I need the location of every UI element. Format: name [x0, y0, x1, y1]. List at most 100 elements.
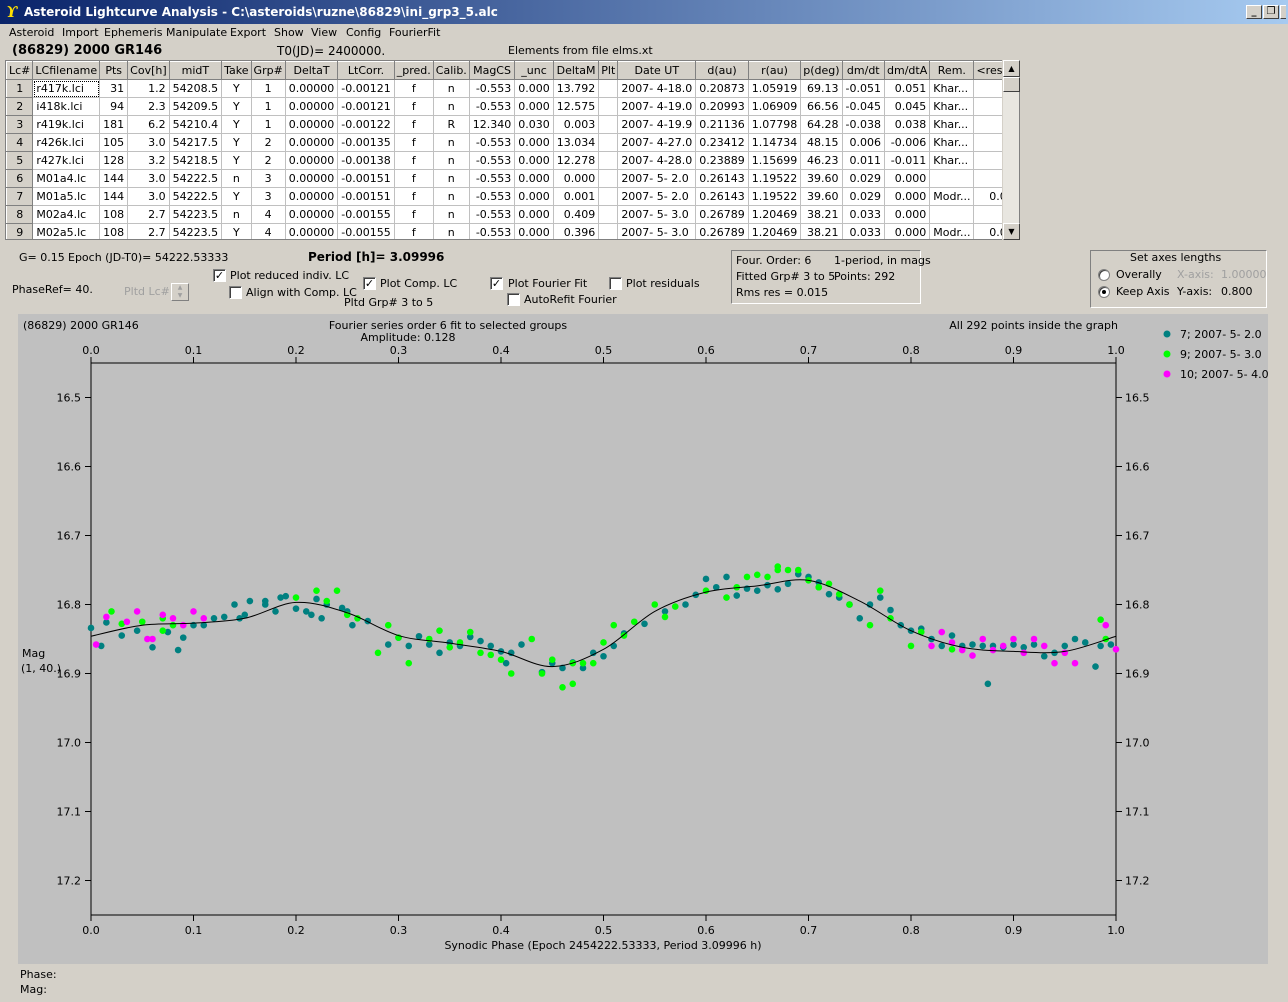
table-cell[interactable]: f [394, 169, 434, 188]
table-cell[interactable]: 46.23 [800, 151, 843, 170]
table-cell[interactable] [598, 133, 619, 152]
table-cell[interactable]: r417k.lci [32, 79, 101, 98]
table-cell[interactable]: 0.00000 [285, 97, 339, 116]
table-cell[interactable]: 94 [99, 97, 129, 116]
table-cell[interactable]: f [394, 79, 434, 98]
scroll-up-button[interactable]: ▲ [1003, 60, 1020, 77]
column-header[interactable]: LtCorr. [337, 61, 395, 80]
table-cell[interactable]: 0.00000 [285, 151, 339, 170]
column-header[interactable]: LCfilename [32, 61, 101, 80]
table-cell[interactable]: 1.07798 [748, 115, 802, 134]
table-cell[interactable]: 0.20873 [695, 79, 749, 98]
table-cell[interactable]: 1.2 [127, 79, 170, 98]
pltd-lc-spinner[interactable]: ▲ ▼ [171, 283, 189, 301]
table-cell[interactable]: Khar... [929, 151, 975, 170]
table-cell[interactable]: Y [221, 223, 252, 239]
table-cell[interactable]: 0.001 [553, 187, 600, 206]
table-cell[interactable]: 2.7 [127, 223, 170, 239]
table-cell[interactable]: M02a5.lc [32, 223, 101, 239]
table-cell[interactable]: M01a5.lc [32, 187, 101, 206]
table-cell[interactable]: 0.409 [553, 205, 600, 224]
table-cell[interactable] [929, 205, 975, 224]
table-cell[interactable]: R [433, 115, 470, 134]
table-cell[interactable]: n [433, 151, 470, 170]
table-cell[interactable] [598, 97, 619, 116]
table-cell[interactable]: 1.19522 [748, 169, 802, 188]
row-number[interactable]: 5 [6, 151, 34, 170]
table-cell[interactable]: -0.553 [469, 97, 516, 116]
table-cell[interactable]: 0.000 [553, 169, 600, 188]
table-row[interactable]: 6 M01a4.lc 144 3.0 54222.5 n 3 0.00000 -0.00151 f… [6, 169, 1019, 188]
table-cell[interactable]: 13.034 [553, 133, 600, 152]
column-header[interactable]: _unc [514, 61, 554, 80]
table-cell[interactable]: 0.21136 [695, 115, 749, 134]
table-cell[interactable]: f [394, 133, 434, 152]
table-cell[interactable]: 1.14734 [748, 133, 802, 152]
table-cell[interactable]: -0.00151 [337, 169, 395, 188]
x-axis-value[interactable]: 1.00000 [1221, 268, 1267, 281]
table-cell[interactable]: 2 [251, 151, 286, 170]
table-cell[interactable]: 1.15699 [748, 151, 802, 170]
table-cell[interactable]: 54223.5 [169, 223, 223, 239]
table-cell[interactable]: 2007- 4-28.0 [617, 151, 697, 170]
column-header[interactable]: Cov[h] [127, 61, 170, 80]
table-cell[interactable]: 0.029 [842, 187, 886, 206]
table-cell[interactable]: 0.000 [884, 169, 931, 188]
table-cell[interactable]: Y [221, 79, 252, 98]
table-cell[interactable]: -0.00135 [337, 133, 395, 152]
table-cell[interactable]: 3 [251, 187, 286, 206]
table-cell[interactable]: 0.033 [842, 205, 886, 224]
table-cell[interactable]: 0.000 [514, 133, 554, 152]
table-cell[interactable]: r419k.lci [32, 115, 101, 134]
table-cell[interactable]: 0.26789 [695, 223, 749, 239]
table-cell[interactable]: 54209.5 [169, 97, 223, 116]
table-cell[interactable]: 0.23412 [695, 133, 749, 152]
table-cell[interactable] [598, 79, 619, 98]
table-cell[interactable]: 54218.5 [169, 151, 223, 170]
table-cell[interactable]: 1.19522 [748, 187, 802, 206]
table-cell[interactable]: 0.030 [514, 115, 554, 134]
table-cell[interactable]: 108 [99, 205, 129, 224]
table-cell[interactable]: 0.045 [884, 97, 931, 116]
keep-axis-radio[interactable] [1098, 286, 1110, 298]
table-cell[interactable]: -0.553 [469, 169, 516, 188]
overall-radio[interactable] [1098, 269, 1110, 281]
row-number[interactable]: 1 [6, 79, 34, 98]
menu-import[interactable]: Import [62, 26, 99, 39]
table-cell[interactable]: 13.792 [553, 79, 600, 98]
table-cell[interactable]: 0.003 [553, 115, 600, 134]
menu-show[interactable]: Show [274, 26, 304, 39]
table-cell[interactable]: -0.553 [469, 151, 516, 170]
table-cell[interactable]: -0.011 [884, 151, 931, 170]
table-cell[interactable]: f [394, 97, 434, 116]
table-cell[interactable]: n [433, 169, 470, 188]
table-cell[interactable]: 0.26789 [695, 205, 749, 224]
table-cell[interactable]: -0.038 [842, 115, 886, 134]
column-header[interactable]: DeltaT [284, 61, 339, 80]
menu-ephemeris[interactable]: Ephemeris [104, 26, 163, 39]
table-row[interactable]: 4 r426k.lci 105 3.0 54217.5 Y 2 0.00000 -0.00135… [6, 133, 1019, 152]
table-cell[interactable]: 0.000 [514, 169, 554, 188]
table-row[interactable]: 7 M01a5.lc 144 3.0 54222.5 Y 3 0.00000 -0.00151 f… [6, 187, 1019, 206]
table-cell[interactable]: 0.20993 [695, 97, 749, 116]
table-cell[interactable]: 54222.5 [169, 169, 223, 188]
table-cell[interactable]: Khar... [929, 97, 975, 116]
table-cell[interactable]: 2007- 4-19.0 [617, 97, 697, 116]
table-cell[interactable]: f [394, 223, 434, 239]
table-cell[interactable]: 54217.5 [169, 133, 223, 152]
table-cell[interactable]: Khar... [929, 133, 975, 152]
table-cell[interactable]: 0.051 [884, 79, 931, 98]
minimize-button[interactable]: _ [1246, 5, 1262, 19]
table-cell[interactable]: 3.0 [127, 133, 170, 152]
table-cell[interactable]: 0.23889 [695, 151, 749, 170]
table-cell[interactable]: -0.00138 [337, 151, 395, 170]
row-number[interactable]: 9 [6, 223, 34, 239]
table-cell[interactable]: Y [221, 187, 252, 206]
column-header[interactable]: _pred. [393, 61, 434, 80]
table-cell[interactable]: 48.15 [800, 133, 843, 152]
table-cell[interactable]: 128 [99, 151, 129, 170]
close-button[interactable] [1280, 5, 1286, 19]
table-cell[interactable]: 1.20469 [748, 223, 802, 239]
row-number[interactable]: 3 [6, 115, 34, 134]
table-cell[interactable] [598, 115, 619, 134]
